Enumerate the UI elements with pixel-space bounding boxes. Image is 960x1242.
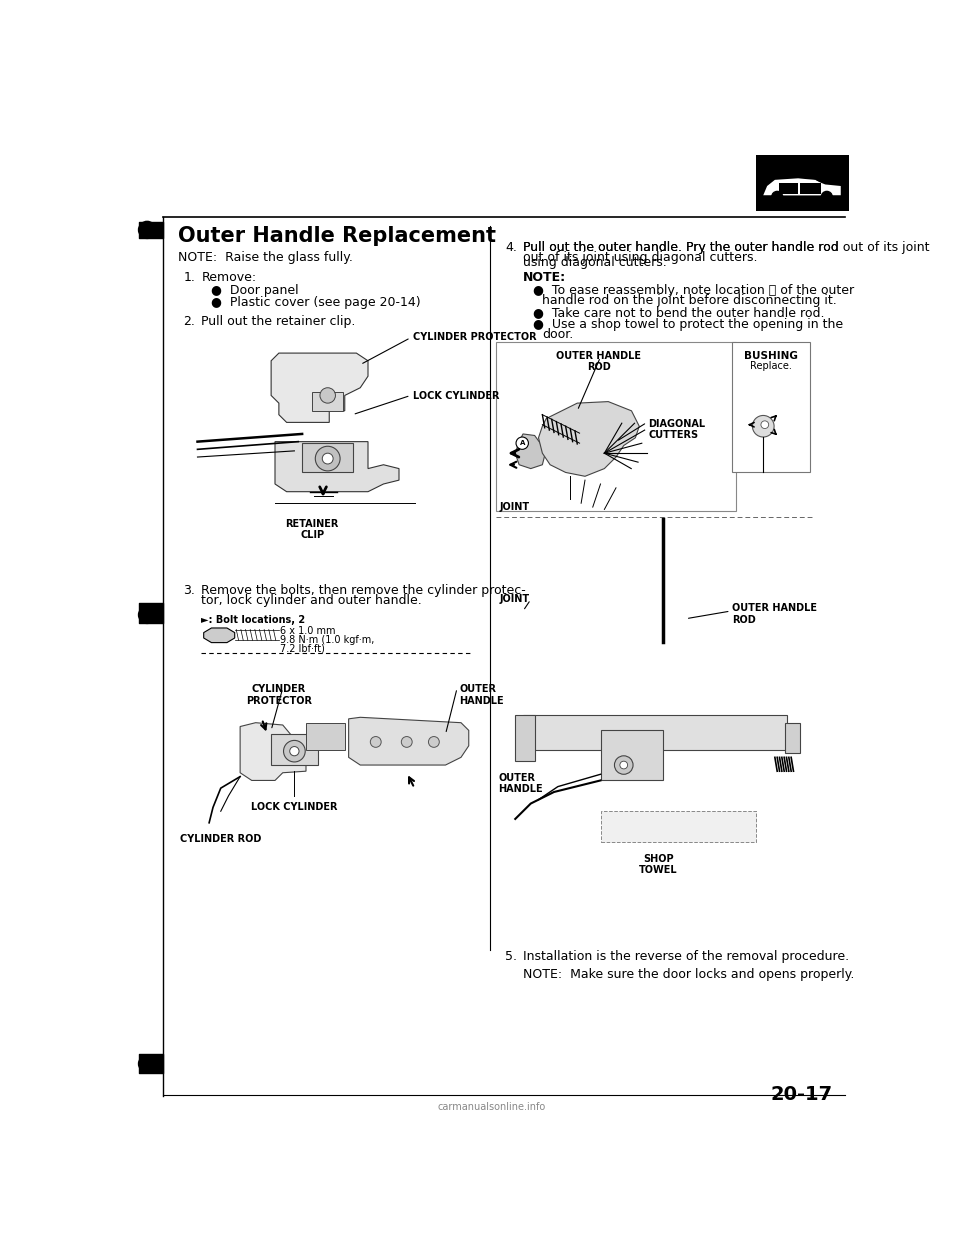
Text: CYLINDER ROD: CYLINDER ROD	[180, 835, 261, 845]
Polygon shape	[204, 628, 234, 642]
Text: OUTER
HANDLE: OUTER HANDLE	[460, 684, 504, 705]
Bar	[779, 183, 798, 194]
Text: Pull out the retainer clip.: Pull out the retainer clip.	[202, 314, 356, 328]
Text: 20-17: 20-17	[771, 1084, 833, 1104]
Text: LOCK CYLINDER: LOCK CYLINDER	[252, 802, 338, 812]
Text: handle rod on the joint before disconnecting it.: handle rod on the joint before disconnec…	[542, 294, 837, 307]
Text: ●  Take care not to bend the outer handle rod.: ● Take care not to bend the outer handle…	[533, 306, 825, 319]
Polygon shape	[348, 718, 468, 765]
Bar	[523, 715, 786, 750]
Text: Outer Handle Replacement: Outer Handle Replacement	[179, 226, 496, 246]
Text: Replace.: Replace.	[750, 360, 792, 371]
Text: carmanualsonline.info: carmanualsonline.info	[438, 1103, 546, 1113]
Text: LOCK CYLINDER: LOCK CYLINDER	[413, 391, 499, 401]
Bar	[306, 723, 345, 750]
Text: NOTE:: NOTE:	[523, 271, 566, 283]
Text: CYLINDER
PROTECTOR: CYLINDER PROTECTOR	[246, 684, 312, 705]
Circle shape	[138, 221, 156, 240]
Bar	[302, 443, 352, 472]
Bar	[271, 734, 318, 765]
Circle shape	[138, 1054, 156, 1073]
Bar	[601, 730, 662, 780]
Bar	[516, 715, 535, 761]
Bar	[496, 342, 736, 510]
Text: 1.: 1.	[183, 271, 196, 283]
Bar	[732, 342, 809, 472]
Text: 3.: 3.	[183, 584, 196, 597]
Circle shape	[614, 756, 633, 774]
Circle shape	[283, 740, 305, 761]
Polygon shape	[275, 442, 399, 492]
Text: BUSHING: BUSHING	[744, 350, 798, 360]
Polygon shape	[763, 179, 841, 195]
Text: ●  To ease reassembly, note location Ⓐ of the outer: ● To ease reassembly, note location Ⓐ of…	[533, 283, 854, 297]
Text: ●  Door panel: ● Door panel	[211, 283, 300, 297]
Text: OUTER
HANDLE: OUTER HANDLE	[498, 773, 542, 795]
Polygon shape	[774, 180, 826, 195]
Bar	[601, 811, 756, 842]
Circle shape	[323, 453, 333, 465]
Text: A: A	[519, 440, 525, 446]
Text: OUTER HANDLE
ROD: OUTER HANDLE ROD	[732, 604, 817, 625]
Polygon shape	[240, 723, 306, 780]
Text: CYLINDER PROTECTOR: CYLINDER PROTECTOR	[413, 333, 537, 343]
Text: NOTE:  Make sure the door locks and opens properly.: NOTE: Make sure the door locks and opens…	[523, 968, 854, 980]
Circle shape	[315, 446, 340, 471]
Circle shape	[516, 437, 528, 450]
Text: Pull out the outer handle. Pry the outer handle rod out of its joint using diago: Pull out the outer handle. Pry the outer…	[523, 241, 929, 270]
Text: OUTER HANDLE
ROD: OUTER HANDLE ROD	[557, 350, 641, 373]
Circle shape	[620, 761, 628, 769]
Circle shape	[428, 737, 440, 748]
Text: DIAGONAL
CUTTERS: DIAGONAL CUTTERS	[649, 419, 706, 440]
Text: 9.8 N·m (1.0 kgf·m,: 9.8 N·m (1.0 kgf·m,	[280, 635, 374, 645]
Text: 5.: 5.	[505, 950, 517, 963]
Circle shape	[290, 746, 299, 756]
Text: SHOP
TOWEL: SHOP TOWEL	[639, 853, 678, 876]
Text: Remove the bolts, then remove the cylinder protec-: Remove the bolts, then remove the cylind…	[202, 584, 526, 597]
Text: 2.: 2.	[183, 314, 196, 328]
Text: 7.2 lbf·ft): 7.2 lbf·ft)	[280, 643, 325, 653]
Circle shape	[320, 388, 335, 404]
Text: ►: Bolt locations, 2: ►: Bolt locations, 2	[202, 615, 305, 625]
Text: door.: door.	[542, 328, 574, 342]
Circle shape	[822, 191, 832, 202]
Text: Remove:: Remove:	[202, 271, 256, 283]
Text: NOTE:  Raise the glass fully.: NOTE: Raise the glass fully.	[179, 251, 353, 263]
Bar	[756, 155, 849, 211]
Text: ●  Plastic cover (see page 20-14): ● Plastic cover (see page 20-14)	[211, 296, 421, 309]
Polygon shape	[539, 401, 639, 476]
Circle shape	[761, 421, 769, 428]
Circle shape	[138, 606, 156, 625]
Text: RETAINER
CLIP: RETAINER CLIP	[285, 519, 339, 540]
Circle shape	[401, 737, 412, 748]
Bar	[800, 183, 822, 194]
Circle shape	[753, 416, 774, 437]
Circle shape	[371, 737, 381, 748]
Text: 6 x 1.0 mm: 6 x 1.0 mm	[280, 626, 336, 636]
Bar	[785, 723, 801, 754]
Text: JOINT: JOINT	[500, 502, 530, 512]
Circle shape	[772, 191, 782, 202]
Bar	[312, 391, 344, 411]
Text: JOINT: JOINT	[500, 594, 530, 604]
Polygon shape	[516, 433, 544, 468]
Text: ●  Use a shop towel to protect the opening in the: ● Use a shop towel to protect the openin…	[533, 318, 843, 332]
Polygon shape	[271, 353, 368, 422]
Text: Pull out the outer handle. Pry the outer handle rod: Pull out the outer handle. Pry the outer…	[523, 241, 839, 255]
Text: Installation is the reverse of the removal procedure.: Installation is the reverse of the remov…	[523, 950, 850, 963]
Text: 4.: 4.	[505, 241, 517, 255]
Text: tor, lock cylinder and outer handle.: tor, lock cylinder and outer handle.	[202, 594, 422, 607]
Text: out of its joint using diagonal cutters.: out of its joint using diagonal cutters.	[523, 251, 757, 265]
